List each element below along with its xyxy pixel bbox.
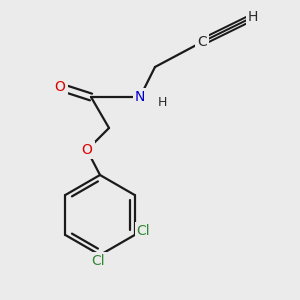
Text: C: C [197, 35, 207, 49]
Text: Cl: Cl [136, 224, 150, 238]
Text: O: O [82, 143, 92, 157]
Text: O: O [55, 80, 65, 94]
Text: N: N [135, 90, 145, 104]
Text: H: H [157, 95, 167, 109]
Text: Cl: Cl [91, 254, 105, 268]
Text: H: H [248, 10, 258, 24]
